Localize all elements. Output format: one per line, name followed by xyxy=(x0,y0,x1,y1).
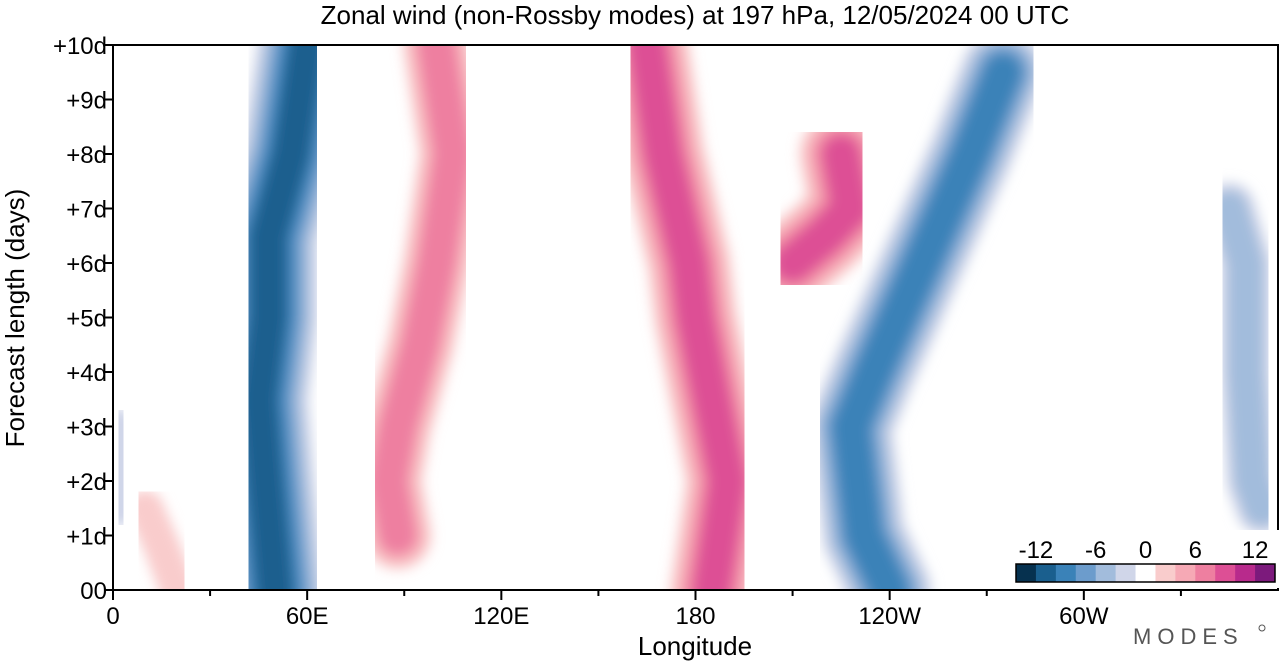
colorbar-label: 12 xyxy=(1242,537,1269,564)
y-tick-label: +4d xyxy=(66,360,107,387)
y-tick-label: +1d xyxy=(66,524,107,551)
y-axis: 00 +1d +2d +3d +4d +5d +6d +7d +8d +9d +10d xyxy=(53,33,113,605)
x-tick-label: 0 xyxy=(106,603,119,630)
feature-positive-2 xyxy=(604,45,770,590)
y-tick-label: +10d xyxy=(53,33,107,60)
y-tick-label: +6d xyxy=(66,251,107,278)
contour-level-8 xyxy=(628,45,746,590)
y-tick-label: +7d xyxy=(66,197,107,224)
colorbar-swatch xyxy=(1095,564,1117,582)
y-tick-label: +3d xyxy=(66,415,107,442)
contour-field xyxy=(113,45,1278,590)
colorbar-swatch xyxy=(1175,564,1196,582)
contour-level-6 xyxy=(370,45,471,554)
modes-logo: MODES xyxy=(1133,624,1244,649)
y-tick-label: 00 xyxy=(80,578,107,605)
colorbar-frame xyxy=(1015,563,1276,583)
colorbar-swatch xyxy=(1155,564,1176,582)
x-axis: 0 60E 120E 180 120W 60W xyxy=(106,590,1182,630)
feature-negative-7 xyxy=(113,408,141,527)
contour-level-8 xyxy=(774,136,869,281)
colorbar-swatch xyxy=(1055,564,1077,582)
x-tick-label: 120E xyxy=(473,603,529,630)
colorbar-swatch xyxy=(1255,564,1276,582)
x-tick-label: 180 xyxy=(675,603,715,630)
y-axis-title: Forecast length (days) xyxy=(0,189,30,448)
colorbar-swatch xyxy=(1035,564,1057,582)
feature-positive-3 xyxy=(750,112,893,305)
contour-level-2 xyxy=(127,490,196,590)
colorbar-swatch xyxy=(1215,564,1236,582)
contour-level--8 xyxy=(832,54,1021,590)
colorbar-swatch xyxy=(1115,564,1137,582)
contour-level--4 xyxy=(1211,190,1278,527)
x-tick-label: 120W xyxy=(858,603,921,630)
colorbar-label: 6 xyxy=(1189,537,1202,564)
y-tick-label: +8d xyxy=(66,142,107,169)
colorbar-swatch xyxy=(1016,564,1037,582)
feature-positive-1 xyxy=(354,45,487,570)
contour-level--10 xyxy=(240,45,326,590)
colorbar-label: -12 xyxy=(1019,537,1054,564)
colorbar-swatch xyxy=(1135,564,1156,582)
y-tick-label: +9d xyxy=(66,88,107,115)
y-tick-label: +5d xyxy=(66,306,107,333)
feature-negative-5 xyxy=(1203,182,1278,535)
feature-positive-6 xyxy=(127,490,196,590)
registered-mark-icon xyxy=(1258,624,1266,632)
colorbar: -12 -6 0 6 12 xyxy=(1010,530,1280,588)
colorbar-swatch xyxy=(1195,564,1216,582)
feature-negative-4 xyxy=(808,45,1045,590)
colorbar-swatch xyxy=(1235,564,1256,582)
colorbar-label: -6 xyxy=(1085,537,1106,564)
x-axis-title: Longitude xyxy=(638,631,752,661)
feature-negative-0 xyxy=(208,45,358,590)
contour-level--2 xyxy=(113,408,141,527)
plot-area xyxy=(113,45,1278,590)
chart-title: Zonal wind (non-Rossby modes) at 197 hPa… xyxy=(321,0,1070,30)
colorbar-label: 0 xyxy=(1139,537,1152,564)
x-tick-label: 60W xyxy=(1059,603,1109,630)
x-tick-label: 60E xyxy=(286,603,329,630)
y-tick-label: +2d xyxy=(66,469,107,496)
colorbar-swatch xyxy=(1075,564,1097,582)
